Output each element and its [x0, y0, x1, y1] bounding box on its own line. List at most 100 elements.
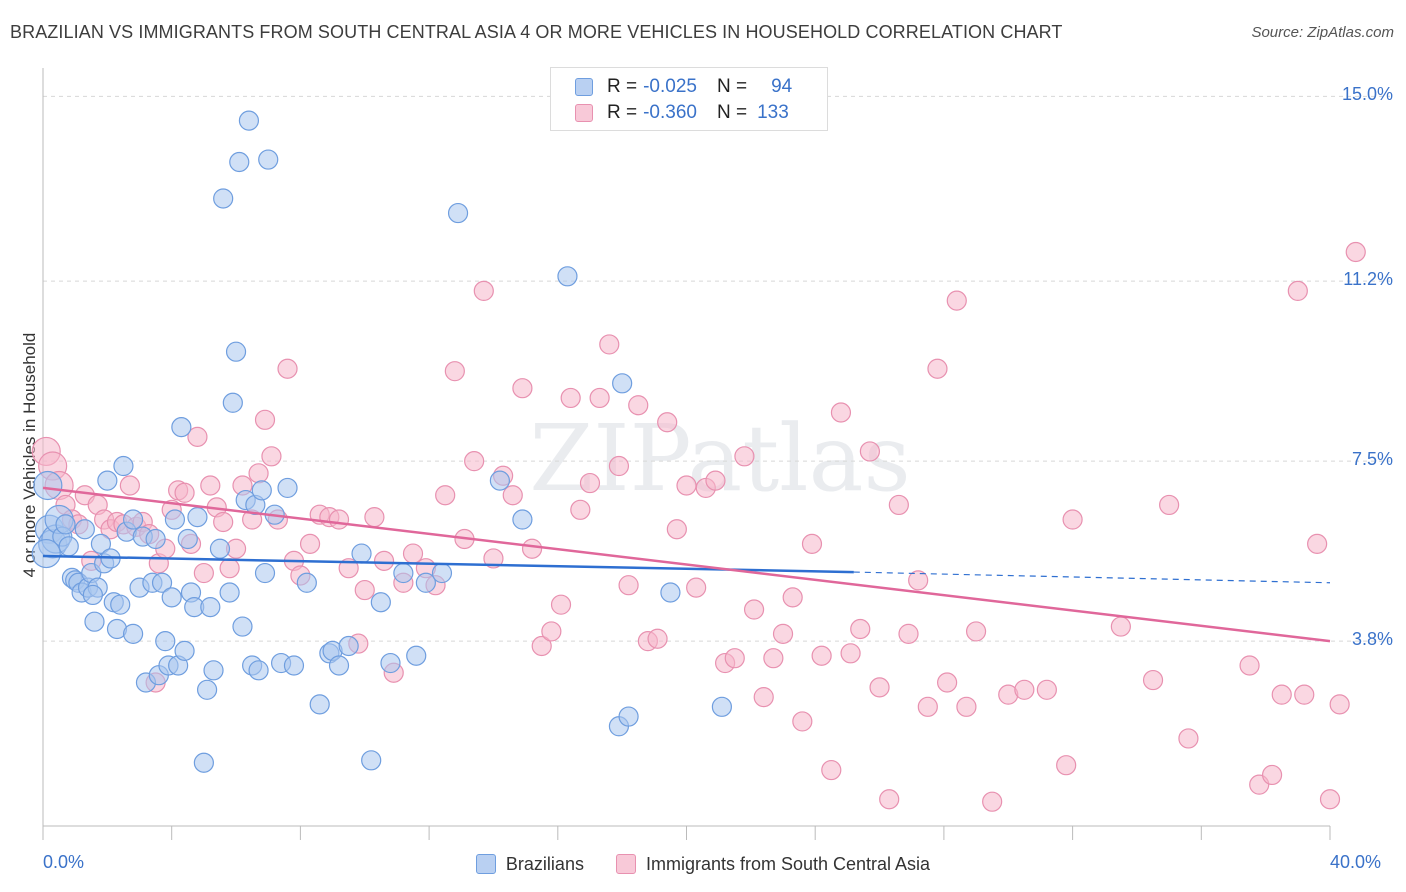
point-immigrants [1319, 789, 1341, 810]
x-tick-label-min: 0.0% [43, 852, 85, 872]
point-immigrants [1159, 494, 1180, 516]
point-brazilians [145, 528, 166, 550]
point-brazilians [219, 582, 240, 603]
y-tick-label: 15.0% [1341, 84, 1393, 105]
point-immigrants [965, 621, 987, 642]
point-immigrants [1271, 684, 1292, 705]
point-brazilians [406, 645, 427, 666]
point-brazilians [232, 616, 253, 637]
point-immigrants [1178, 728, 1199, 749]
point-brazilians [351, 543, 372, 564]
point-brazilians [203, 660, 224, 681]
legend-row-brazilians: R = -0.025 N = 94 [575, 75, 792, 99]
point-brazilians [309, 694, 330, 715]
point-immigrants [608, 455, 630, 477]
r-value: -0.025 [643, 76, 697, 97]
point-brazilians [393, 562, 414, 584]
point-immigrants [570, 499, 591, 520]
watermark: ZIPatlas [529, 405, 910, 512]
point-brazilians [74, 519, 95, 540]
point-immigrants [579, 472, 601, 494]
point-brazilians [90, 533, 112, 554]
point-immigrants [763, 648, 784, 669]
point-immigrants [686, 577, 707, 598]
legend-label: Brazilians [505, 853, 584, 874]
point-immigrants [364, 507, 385, 528]
point-brazilians [447, 202, 469, 224]
point-immigrants [589, 387, 610, 409]
point-immigrants [734, 446, 755, 467]
point-immigrants [628, 395, 649, 416]
y-tick-label: 11.2% [1343, 269, 1393, 290]
point-immigrants [801, 533, 823, 554]
point-brazilians [251, 480, 272, 501]
point-brazilians [557, 266, 578, 287]
point-brazilians [177, 528, 198, 550]
point-brazilians [338, 635, 359, 657]
point-immigrants [1014, 679, 1035, 700]
point-brazilians [58, 536, 79, 557]
point-immigrants [219, 558, 240, 579]
point-brazilians [711, 696, 732, 717]
legend-swatch-blue [575, 78, 593, 96]
point-brazilians [296, 572, 317, 593]
point-immigrants [483, 548, 504, 569]
point-immigrants [908, 570, 929, 591]
point-immigrants [299, 533, 321, 554]
point-brazilians [489, 470, 510, 491]
n-value: 94 [771, 76, 793, 97]
point-immigrants [956, 696, 977, 717]
point-immigrants [512, 378, 533, 399]
point-immigrants [174, 482, 195, 503]
point-immigrants [1239, 655, 1260, 676]
point-immigrants [1329, 694, 1350, 715]
point-immigrants [119, 475, 140, 496]
point-immigrants [937, 672, 958, 693]
point-immigrants [464, 451, 485, 472]
point-immigrants [811, 645, 832, 666]
point-immigrants [187, 426, 208, 447]
point-immigrants [435, 485, 456, 506]
point-immigrants [531, 635, 552, 657]
point-immigrants [1294, 684, 1315, 705]
point-immigrants [328, 509, 350, 530]
point-immigrants [898, 623, 919, 644]
trend-line-immigrants [42, 486, 1331, 643]
point-immigrants [541, 621, 562, 642]
point-brazilians [225, 341, 247, 362]
point-brazilians [196, 679, 218, 700]
point-immigrants [982, 791, 1003, 812]
point-immigrants [830, 402, 852, 423]
point-immigrants [1056, 755, 1077, 776]
legend-swatch-pink [575, 104, 593, 122]
point-brazilians [222, 392, 243, 413]
series-immigrants-points [31, 241, 1366, 812]
point-brazilians [31, 538, 61, 569]
point-immigrants [753, 686, 774, 708]
point-brazilians [258, 149, 279, 170]
point-immigrants [666, 519, 687, 540]
point-immigrants [373, 550, 395, 571]
point-brazilians [277, 477, 298, 499]
point-immigrants [647, 628, 668, 649]
point-brazilians [370, 592, 391, 613]
point-immigrants [254, 409, 276, 430]
legend-item-immigrants: Immigrants from South Central Asia [615, 854, 930, 875]
point-immigrants [1036, 679, 1057, 700]
point-immigrants [927, 358, 948, 379]
point-immigrants [869, 677, 890, 698]
point-immigrants [772, 623, 794, 644]
point-immigrants [1142, 669, 1164, 691]
point-brazilians [113, 455, 134, 477]
point-brazilians [361, 750, 382, 771]
point-immigrants [338, 558, 359, 579]
point-brazilians [161, 587, 182, 608]
point-immigrants [1287, 280, 1308, 302]
point-brazilians [151, 572, 173, 593]
point-immigrants [859, 441, 880, 462]
point-brazilians [82, 584, 103, 606]
point-immigrants [724, 648, 745, 669]
n-label: N = [716, 76, 748, 97]
point-brazilians [174, 640, 195, 661]
point-brazilians [238, 110, 260, 131]
